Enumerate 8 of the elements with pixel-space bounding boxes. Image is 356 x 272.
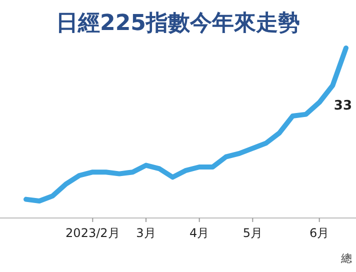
x-tick-label: 2023/2月 — [66, 226, 120, 240]
x-tick-label: 4月 — [190, 226, 210, 240]
chart-title: 日經225指數今年來走勢 — [56, 11, 300, 36]
x-tick-label: 5月 — [242, 226, 262, 240]
annotation: 33 — [334, 98, 352, 114]
text: 總 — [340, 252, 352, 265]
x-tick-label: 3月 — [136, 226, 156, 240]
x-tick-label: 6月 — [310, 226, 330, 240]
